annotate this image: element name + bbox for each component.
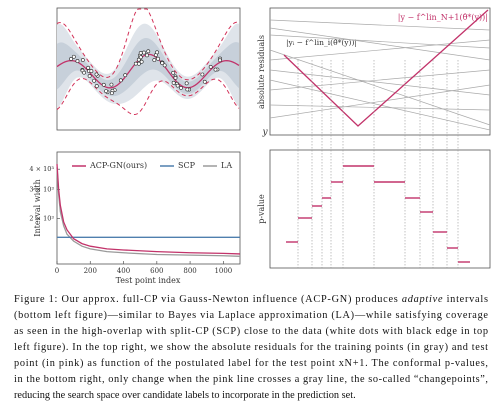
- x-tick-label: 600: [150, 267, 163, 275]
- caption-line: in the bottom right, only change when th…: [14, 374, 488, 385]
- train-residual: [269, 34, 491, 49]
- axis-label: y: [261, 128, 268, 138]
- caption-text: (bottom left figure)—similar to Bayes vi…: [14, 310, 488, 321]
- data-point: [155, 50, 159, 55]
- data-point: [109, 82, 114, 87]
- train-residual: [269, 49, 491, 126]
- data-point: [92, 78, 97, 83]
- data-point: [138, 55, 143, 60]
- caption-text: in the bottom right, only change when th…: [14, 374, 488, 385]
- series-line: [56, 164, 241, 255]
- data-point: [173, 75, 178, 80]
- data-point: [94, 84, 99, 88]
- data-point: [109, 91, 114, 96]
- x-tick-label: 200: [84, 267, 97, 275]
- y-tick-label: 3 × 10³: [29, 186, 54, 194]
- data-point: [160, 61, 165, 65]
- data-point: [123, 73, 128, 78]
- data-point: [136, 61, 141, 66]
- train-residual: [269, 79, 491, 131]
- data-point: [87, 74, 92, 78]
- panel-frame: [56, 151, 241, 265]
- y-tick-label: 4 × 10³: [29, 165, 54, 173]
- data-point: [218, 58, 222, 63]
- data-point: [175, 83, 180, 88]
- legend-label: ACP-GN(ours): [89, 161, 147, 170]
- data-point: [184, 81, 189, 86]
- caption-line: left figure). In the top right, we show …: [14, 342, 488, 353]
- x-tick-label: 800: [183, 267, 196, 275]
- axis-label: Interval width: [33, 179, 42, 236]
- caption-line: (bottom left figure)—similar to Bayes vi…: [14, 310, 488, 321]
- data-point: [213, 67, 218, 72]
- data-point: [202, 79, 207, 84]
- data-point: [142, 50, 146, 55]
- uncertainty-band: [57, 37, 239, 97]
- data-point: [179, 85, 183, 90]
- train-residual: [269, 39, 491, 61]
- x-tick-label: 0: [55, 267, 59, 275]
- data-point: [146, 49, 151, 54]
- data-point: [152, 58, 157, 62]
- axis-label: absolute residuals: [257, 35, 266, 109]
- test-residual: [283, 9, 489, 127]
- data-point: [200, 72, 205, 77]
- interval-bound: [56, 8, 240, 81]
- data-point: [71, 54, 76, 59]
- caption-text: intervals: [443, 294, 488, 305]
- train-residual: [269, 84, 491, 119]
- data-point: [136, 57, 141, 62]
- caption-line: as seen in the high-overlap with split-C…: [14, 326, 488, 337]
- data-point: [171, 80, 176, 85]
- data-point: [162, 63, 167, 68]
- data-point: [139, 59, 144, 64]
- data-point: [138, 51, 143, 55]
- caption-text: adaptive: [402, 294, 443, 305]
- data-point: [101, 82, 106, 87]
- data-point: [89, 69, 94, 73]
- data-point: [75, 59, 80, 63]
- axis-label: p-value: [257, 194, 266, 224]
- panel-frame: [269, 149, 491, 269]
- data-point: [94, 72, 99, 77]
- y-tick-label: 2 × 10³: [29, 214, 54, 222]
- data-point: [133, 61, 138, 66]
- legend-label: SCP: [178, 161, 196, 170]
- caption-line: Figure 1: Our approx. full-CP via Gauss-…: [14, 294, 488, 305]
- legend-label: LA: [221, 161, 232, 170]
- data-point: [86, 65, 91, 70]
- data-point: [82, 70, 86, 75]
- data-point: [69, 57, 73, 61]
- data-point: [185, 87, 190, 92]
- data-point: [118, 78, 123, 83]
- train-residual: [269, 69, 491, 91]
- train-residual: [269, 19, 491, 31]
- caption-line: point (in pink) as function of the postu…: [14, 358, 488, 369]
- data-point: [145, 53, 149, 58]
- train-residual: [269, 104, 491, 111]
- caption-text: left figure). In the top right, we show …: [14, 342, 488, 353]
- series-line: [56, 167, 241, 257]
- data-point: [208, 64, 213, 69]
- x-tick-label: 400: [117, 267, 130, 275]
- caption-text: Figure 1: Our approx. full-CP via Gauss-…: [14, 294, 401, 305]
- axis-label: Test point index: [116, 276, 181, 285]
- data-point: [156, 56, 160, 61]
- data-point: [171, 70, 176, 75]
- data-point: [80, 58, 85, 62]
- caption-text: as seen in the high-overlap with split-C…: [14, 326, 488, 337]
- annotation: |yᵢ − f^lin_i(θ̂*(y))|: [286, 38, 357, 47]
- data-point: [104, 89, 108, 94]
- annotation: |y − f^lin_N+1(θ̂*(y))|: [398, 13, 488, 22]
- x-tick-label: 1000: [214, 267, 232, 275]
- panel-frame: [269, 7, 491, 136]
- train-residual: [269, 27, 491, 61]
- caption-line: reducing the search space over candidate…: [14, 390, 356, 401]
- interval-bound: [56, 78, 240, 116]
- caption-text: reducing the search space over candidate…: [14, 390, 356, 401]
- caption-text: point (in pink) as function of the postu…: [14, 358, 488, 369]
